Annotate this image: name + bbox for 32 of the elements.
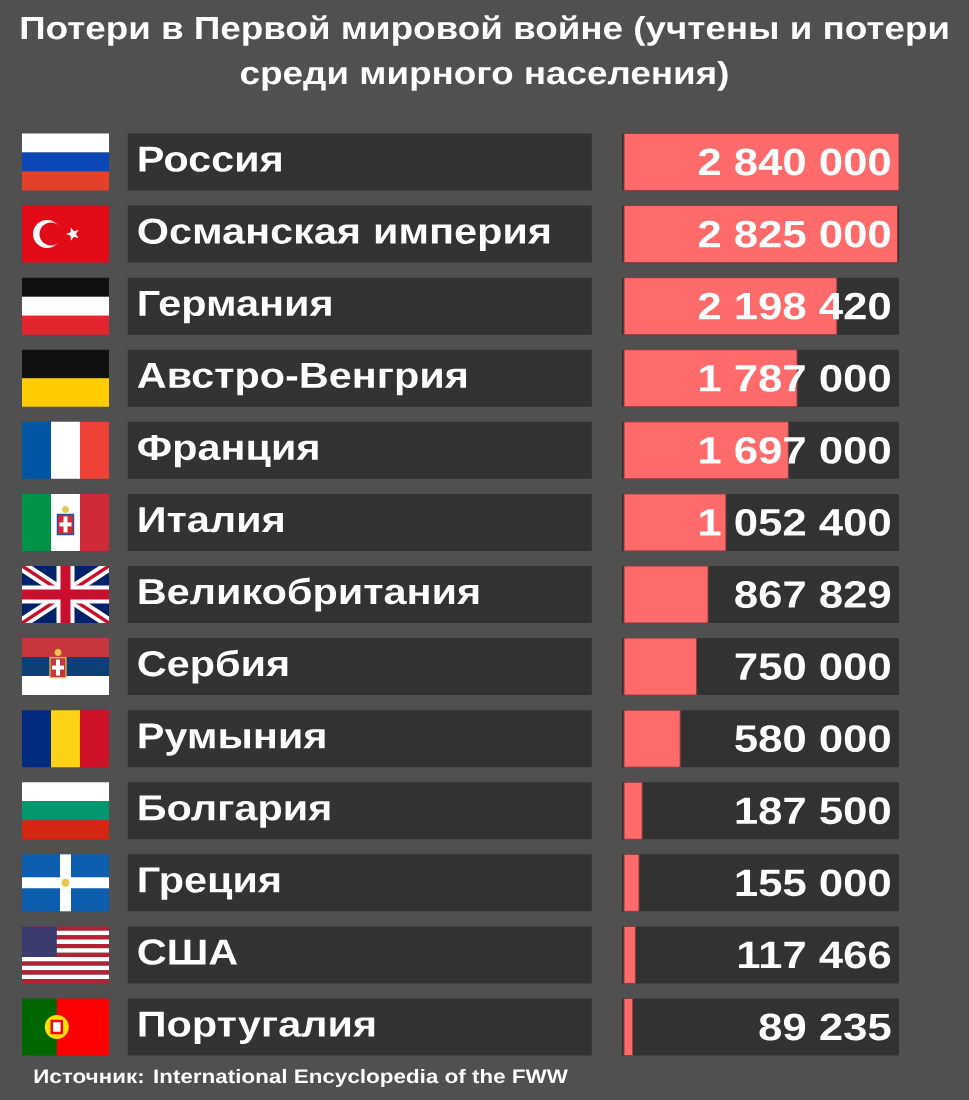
y-tick-label: Франция xyxy=(138,434,318,468)
bar xyxy=(623,998,634,1057)
y-tick-label: Румыния xyxy=(139,723,325,756)
y-tick-label: Греция xyxy=(139,867,280,900)
data-label: 1 052 400 xyxy=(700,508,890,536)
data-label: 117 466 xyxy=(739,941,891,969)
y-tick-label: Италия xyxy=(139,507,283,533)
y-tick-label: Османская империя xyxy=(138,218,550,252)
data-label: 867 829 xyxy=(735,581,891,608)
y-tick-label: США xyxy=(138,939,238,965)
data-label: 2 825 000 xyxy=(698,220,890,248)
bar xyxy=(623,565,709,624)
y-tick-label: Германия xyxy=(139,290,331,324)
y-tick-label: Великобритания xyxy=(139,577,479,612)
data-label: 2 840 000 xyxy=(698,148,890,176)
y-tick-label: Сербия xyxy=(138,649,288,684)
bar xyxy=(623,925,636,984)
data-label: 89 235 xyxy=(759,1013,891,1041)
bar xyxy=(623,637,698,696)
data-label: 187 500 xyxy=(736,797,890,825)
data-label: 155 000 xyxy=(736,869,890,897)
chart-title: Потери в Первой мировой войне (учтены и потери среди мирного населения) xyxy=(21,15,948,91)
y-tick-label: Болгария xyxy=(139,795,330,828)
bar xyxy=(623,781,643,840)
data-label: 750 000 xyxy=(735,653,890,681)
data-label: 580 000 xyxy=(735,725,890,753)
bar xyxy=(623,709,681,768)
y-tick-label: Россия xyxy=(139,146,281,172)
text: Источник: International Encyclopedia of the FWW xyxy=(34,1068,568,1088)
y-tick-label: Португалия xyxy=(139,1011,375,1044)
y-tick-label: Австро-Венгрия xyxy=(137,362,467,396)
bar xyxy=(623,853,640,912)
